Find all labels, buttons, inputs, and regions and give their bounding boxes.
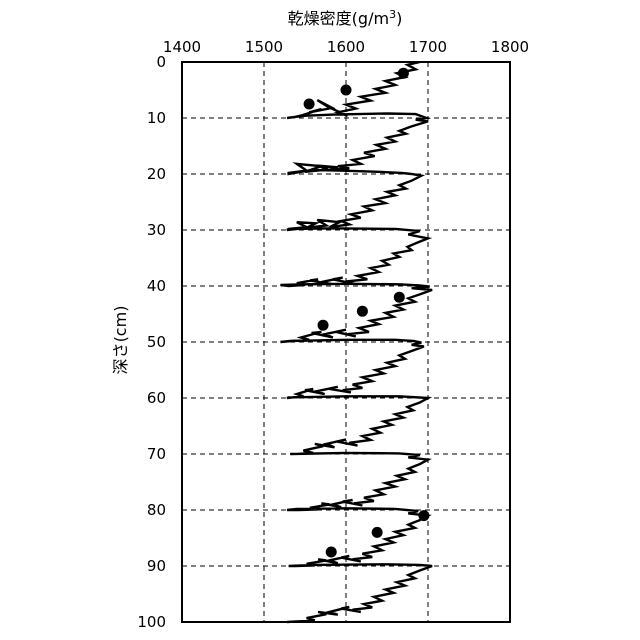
x-tick-label: 1800 bbox=[491, 38, 529, 56]
gridlines bbox=[182, 62, 510, 622]
sample-point-marker bbox=[318, 320, 329, 331]
y-tick-label: 50 bbox=[147, 333, 166, 351]
x-tick-label: 1600 bbox=[327, 38, 365, 56]
y-tick-label: 70 bbox=[147, 445, 166, 463]
x-tick-label: 1700 bbox=[409, 38, 447, 56]
x-axis-title-close: ) bbox=[396, 9, 402, 28]
y-tick-label: 80 bbox=[147, 501, 166, 519]
x-tick-labels: 1400 1500 1600 1700 1800 bbox=[163, 38, 529, 56]
y-tick-label: 10 bbox=[147, 109, 166, 127]
y-tick-label: 20 bbox=[147, 165, 166, 183]
sample-point-marker bbox=[398, 68, 409, 79]
x-axis-title: 乾燥密度(g/m3) bbox=[288, 8, 403, 28]
sample-point-marker bbox=[304, 99, 315, 110]
sample-point-marker bbox=[326, 547, 337, 558]
y-tick-label: 40 bbox=[147, 277, 166, 295]
y-tick-label: 90 bbox=[147, 557, 166, 575]
x-axis-title-sup: 3 bbox=[389, 8, 396, 21]
y-tick-labels: 0 10 20 30 40 50 60 70 80 90 100 bbox=[137, 53, 166, 631]
sample-point-marker bbox=[357, 306, 368, 317]
sample-point-marker bbox=[394, 292, 405, 303]
y-tick-label: 30 bbox=[147, 221, 166, 239]
y-tick-label: 60 bbox=[147, 389, 166, 407]
sample-point-marker bbox=[372, 527, 383, 538]
sample-point-marker bbox=[418, 510, 429, 521]
x-axis-title-main: 乾燥密度(g/m bbox=[288, 9, 389, 28]
y-tick-label: 0 bbox=[156, 53, 166, 71]
y-axis-title: 深さ(cm) bbox=[111, 306, 130, 375]
y-tick-label: 100 bbox=[137, 613, 166, 631]
marker-layer bbox=[304, 68, 430, 558]
sample-point-marker bbox=[341, 85, 352, 96]
x-tick-label: 1500 bbox=[245, 38, 283, 56]
x-tick-label: 1400 bbox=[163, 38, 201, 56]
